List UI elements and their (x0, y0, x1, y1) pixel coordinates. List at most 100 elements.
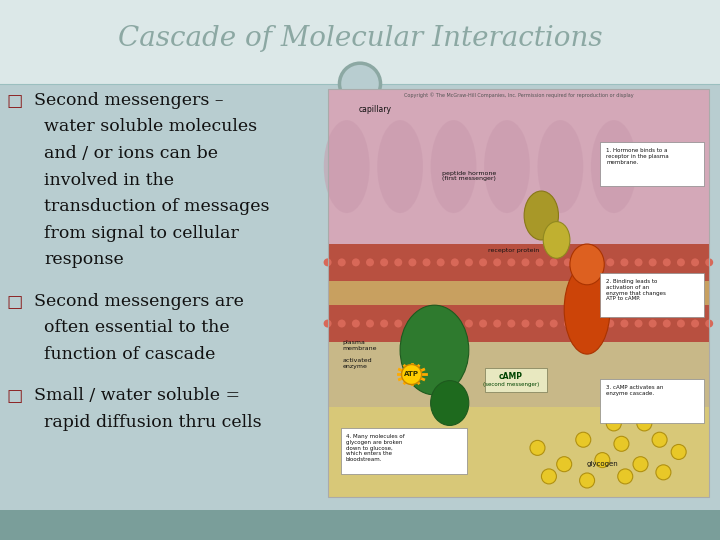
Text: water soluble molecules: water soluble molecules (44, 118, 257, 136)
Circle shape (592, 320, 600, 328)
Text: rapid diffusion thru cells: rapid diffusion thru cells (44, 414, 261, 431)
Text: involved in the: involved in the (44, 172, 174, 188)
Circle shape (536, 258, 544, 266)
Circle shape (352, 258, 360, 266)
Text: capillary: capillary (358, 105, 391, 114)
Circle shape (564, 320, 572, 328)
Circle shape (580, 473, 595, 488)
Circle shape (423, 258, 431, 266)
Circle shape (633, 457, 648, 471)
Circle shape (530, 441, 545, 455)
FancyBboxPatch shape (485, 368, 546, 392)
Circle shape (705, 258, 714, 266)
Bar (328, 407, 709, 497)
Circle shape (380, 320, 388, 328)
Circle shape (508, 258, 516, 266)
FancyBboxPatch shape (600, 143, 703, 186)
Circle shape (436, 258, 445, 266)
Circle shape (541, 469, 557, 484)
Circle shape (395, 258, 402, 266)
Circle shape (621, 320, 629, 328)
Bar (328, 89, 709, 497)
Circle shape (677, 258, 685, 266)
Circle shape (550, 320, 558, 328)
Circle shape (649, 258, 657, 266)
Circle shape (521, 320, 529, 328)
Ellipse shape (591, 120, 636, 213)
Circle shape (671, 444, 686, 460)
Circle shape (408, 258, 416, 266)
Text: (second messenger): (second messenger) (482, 382, 539, 387)
Ellipse shape (570, 244, 604, 285)
Circle shape (621, 258, 629, 266)
Ellipse shape (484, 120, 530, 213)
Bar (328, 244, 709, 281)
Circle shape (656, 465, 671, 480)
Circle shape (691, 320, 699, 328)
Circle shape (663, 320, 671, 328)
Circle shape (634, 258, 642, 266)
Ellipse shape (524, 191, 559, 240)
Circle shape (408, 320, 416, 328)
Text: 4. Many molecules of
glycogen are broken
down to glucose,
which enters the
blood: 4. Many molecules of glycogen are broken… (346, 434, 405, 462)
Circle shape (618, 469, 633, 484)
Text: □: □ (6, 293, 22, 310)
Circle shape (436, 320, 445, 328)
Circle shape (465, 258, 473, 266)
Text: 3. cAMP activates an
enzyme cascade.: 3. cAMP activates an enzyme cascade. (606, 385, 664, 396)
Circle shape (338, 258, 346, 266)
Bar (0, 0, 720, 84)
FancyBboxPatch shape (600, 273, 703, 317)
Ellipse shape (400, 305, 469, 395)
Circle shape (451, 258, 459, 266)
Circle shape (395, 320, 402, 328)
Text: receptor protein: receptor protein (488, 248, 539, 253)
Text: cAMP: cAMP (499, 372, 523, 381)
Bar (328, 281, 709, 305)
FancyBboxPatch shape (600, 379, 703, 423)
Text: Small / water soluble =: Small / water soluble = (34, 387, 240, 404)
Circle shape (479, 320, 487, 328)
Circle shape (557, 457, 572, 471)
Circle shape (380, 258, 388, 266)
Circle shape (508, 320, 516, 328)
Circle shape (592, 258, 600, 266)
Text: peptide hormone
(first messenger): peptide hormone (first messenger) (442, 171, 496, 181)
Ellipse shape (537, 120, 583, 213)
Bar (328, 89, 709, 244)
Circle shape (550, 258, 558, 266)
Circle shape (338, 320, 346, 328)
Text: ATP: ATP (404, 372, 419, 377)
Ellipse shape (564, 265, 610, 354)
Circle shape (366, 320, 374, 328)
Circle shape (323, 258, 332, 266)
Circle shape (564, 258, 572, 266)
Circle shape (576, 432, 591, 447)
Circle shape (340, 63, 380, 104)
Circle shape (479, 258, 487, 266)
Circle shape (606, 320, 614, 328)
Text: plasma
membrane: plasma membrane (343, 340, 377, 350)
Circle shape (634, 320, 642, 328)
Circle shape (652, 432, 667, 447)
Text: Copyright © The McGraw-Hill Companies, Inc. Permission required for reproduction: Copyright © The McGraw-Hill Companies, I… (404, 92, 633, 98)
Circle shape (323, 320, 332, 328)
Bar (328, 342, 709, 497)
Bar (328, 89, 709, 497)
Circle shape (352, 320, 360, 328)
Circle shape (691, 258, 699, 266)
Circle shape (366, 258, 374, 266)
Circle shape (595, 453, 610, 468)
Text: □: □ (6, 387, 22, 405)
Text: transduction of messages: transduction of messages (44, 198, 269, 215)
Text: Second messengers –: Second messengers – (34, 92, 223, 109)
Text: activated
enzyme: activated enzyme (343, 358, 372, 369)
Text: □: □ (6, 92, 22, 110)
Circle shape (649, 320, 657, 328)
Circle shape (606, 416, 621, 431)
Circle shape (521, 258, 529, 266)
Text: 2. Binding leads to
activation of an
enzyme that changes
ATP to cAMP.: 2. Binding leads to activation of an enz… (606, 279, 666, 301)
Ellipse shape (324, 120, 369, 213)
Bar (0, 510, 720, 540)
Circle shape (677, 320, 685, 328)
